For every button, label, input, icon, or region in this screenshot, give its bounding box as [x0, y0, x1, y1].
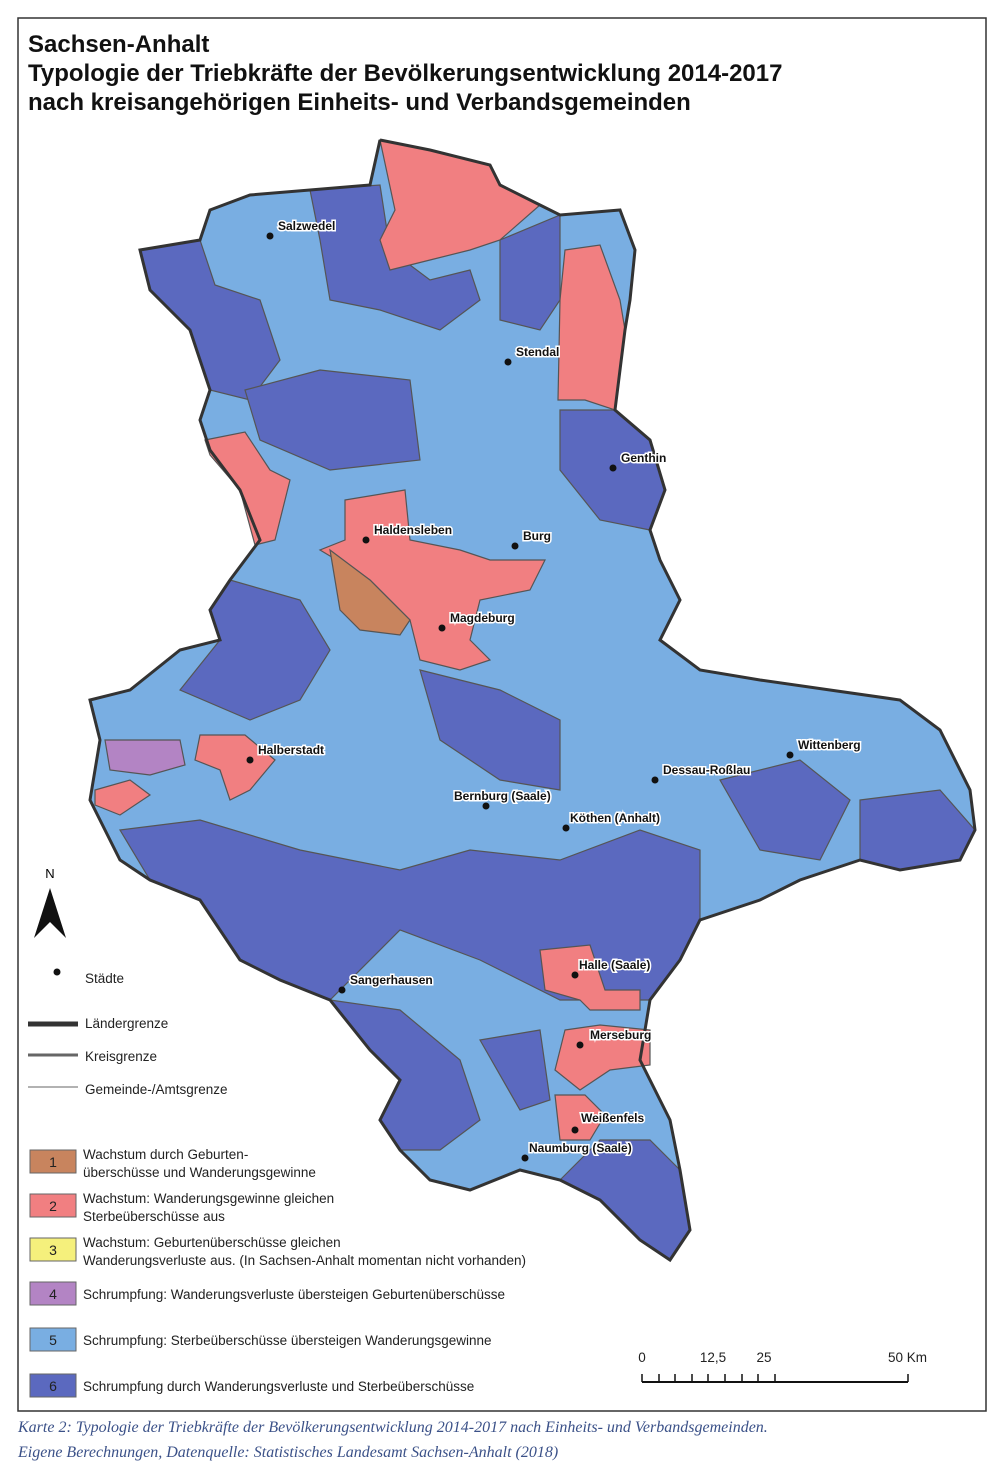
scale-bar: 0 12,5 25 50 Km: [638, 1350, 927, 1383]
region: [419, 669, 561, 791]
region: [554, 1094, 606, 1141]
city-label: Genthin: [621, 451, 666, 465]
city-marker: [362, 536, 370, 544]
caption-line: Eigene Berechnungen, Datenquelle: Statis…: [17, 1444, 558, 1461]
legend-label: Sterbeüberschüsse aus: [83, 1209, 225, 1224]
city-label: Burg: [523, 529, 551, 543]
scale-label: 50 Km: [888, 1350, 927, 1365]
scale-label: 12,5: [700, 1350, 726, 1365]
legend: Städte Ländergrenze Kreisgrenze Gemeinde…: [28, 968, 526, 1398]
region: [479, 1029, 551, 1111]
legend-swatch: [29, 1281, 77, 1306]
region: [204, 431, 291, 546]
legend-label: Schrumpfung: Sterbeüberschüsse übersteig…: [83, 1333, 492, 1348]
city-marker: [521, 1154, 529, 1162]
legend-label: Schrumpfung durch Wanderungsverluste und…: [83, 1379, 474, 1394]
legend-number: 5: [49, 1332, 57, 1348]
legend-number: 2: [49, 1198, 57, 1214]
city-label: Dessau-Roßlau: [663, 763, 750, 777]
scale-label: 0: [638, 1350, 646, 1365]
region: [329, 548, 411, 636]
legend-label: Wachstum: Geburtenüberschüsse gleichen: [83, 1235, 341, 1250]
region: [104, 739, 186, 776]
city-layer: Salzwedel Stendal Genthin Haldensleben Burg M…: [246, 218, 862, 1162]
city-label: Stendal: [516, 345, 559, 359]
legend-number: 6: [49, 1378, 57, 1394]
legend-label: Kreisgrenze: [85, 1049, 157, 1064]
legend-label: Gemeinde-/Amtsgrenze: [85, 1082, 228, 1097]
class-legend: 1 Wachstum durch Geburten-überschüsse und…: [29, 1147, 526, 1398]
legend-swatch: [29, 1327, 77, 1352]
city-marker: [246, 756, 254, 764]
city-marker: [338, 986, 346, 994]
legend-label: Städte: [85, 971, 124, 986]
city-symbol: [53, 968, 61, 976]
city-label: Wittenberg: [798, 738, 861, 752]
legend-label: Schrumpfung: Wanderungsverluste überstei…: [83, 1287, 505, 1302]
legend-label: Wachstum: Wanderungsgewinne gleichen: [83, 1191, 334, 1206]
city-marker: [562, 824, 570, 832]
legend-swatch: [29, 1193, 77, 1218]
region: [499, 214, 561, 331]
city-label: Halle (Saale): [579, 958, 650, 972]
title-line: Sachsen-Anhalt: [28, 31, 209, 58]
city-label: Salzwedel: [278, 219, 335, 233]
city-marker: [571, 971, 579, 979]
city-label: Merseburg: [590, 1028, 651, 1042]
north-arrow-icon: [34, 888, 66, 938]
city-label: Halberstadt: [258, 743, 324, 757]
region: [539, 944, 641, 1011]
city-label: Naumburg (Saale): [529, 1141, 632, 1155]
legend-label: Wachstum durch Geburten-: [83, 1147, 248, 1162]
region: [719, 759, 851, 861]
city-label: Bernburg (Saale): [454, 789, 551, 803]
region: [554, 1024, 651, 1091]
scale-label: 25: [756, 1350, 771, 1365]
city-marker: [609, 464, 617, 472]
legend-label: Wanderungsverluste aus. (In Sachsen-Anha…: [83, 1253, 526, 1268]
city-marker: [504, 358, 512, 366]
legend-swatch: [29, 1149, 77, 1174]
caption-line: Karte 2: Typologie der Triebkräfte der B…: [17, 1419, 768, 1436]
map: [88, 138, 977, 1263]
north-arrow: N: [34, 866, 66, 938]
legend-label: Ländergrenze: [85, 1016, 168, 1031]
legend-number: 1: [49, 1154, 57, 1170]
city-label: Haldensleben: [374, 523, 452, 537]
title-block: Sachsen-Anhalt Typologie der Triebkräfte…: [28, 31, 782, 116]
city-marker: [482, 802, 490, 810]
title-line: Typologie der Triebkräfte der Bevölkerun…: [28, 60, 782, 87]
city-marker: [576, 1041, 584, 1049]
legend-number: 4: [49, 1286, 57, 1302]
state-border: [88, 138, 977, 1263]
north-label: N: [45, 866, 54, 881]
region: [94, 779, 152, 816]
city-marker: [786, 751, 794, 759]
legend-swatch: [29, 1373, 77, 1398]
city-label: Weißenfels: [581, 1111, 644, 1125]
city-label: Sangerhausen: [350, 973, 433, 987]
legend-label: überschüsse und Wanderungsgewinne: [83, 1165, 316, 1180]
title-line: nach kreisangehörigen Einheits- und Verb…: [28, 89, 691, 116]
city-marker: [438, 624, 446, 632]
region: [194, 734, 276, 801]
city-marker: [266, 232, 274, 240]
city-marker: [651, 776, 659, 784]
city-marker: [511, 542, 519, 550]
region: [244, 369, 421, 471]
legend-swatch: [29, 1237, 77, 1262]
legend-number: 3: [49, 1242, 57, 1258]
city-marker: [571, 1126, 579, 1134]
city-label: Magdeburg: [450, 611, 515, 625]
city-label: Köthen (Anhalt): [570, 811, 660, 825]
